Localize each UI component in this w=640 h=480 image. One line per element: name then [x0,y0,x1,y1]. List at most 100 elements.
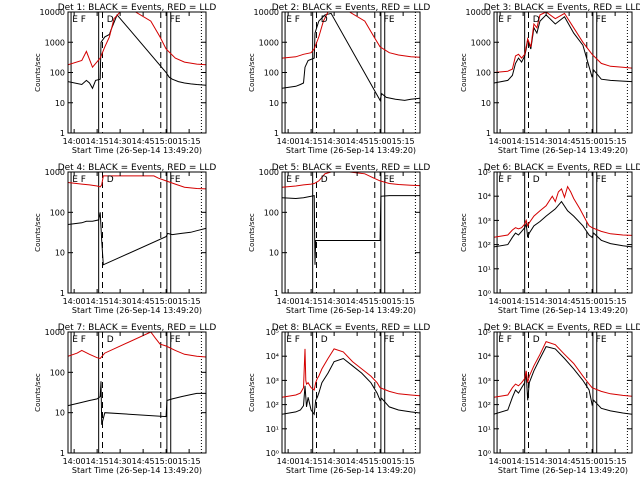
x-tick-label: 15:15 [178,137,201,146]
x-tick-label: 15:00 [581,457,604,466]
panel-title: Det 7: BLACK = Events, RED = LLD [58,323,217,333]
panel-det-6: 14:00 14:15 14:30 14:45 15:00 15:15 10⁰ 10¹ 10² 1… [460,163,640,315]
y-axis-label: Counts/sec [460,213,468,252]
x-tick-label: 14:15 [512,297,535,306]
x-tick-label: 14:45 [132,457,155,466]
y-tick-label: 100 [476,69,491,78]
y-tick-label: 10¹ [478,265,491,274]
y-tick-label: 1 [486,129,491,138]
y-tick-label: 10 [269,249,279,258]
panel-title: Det 1: BLACK = Events, RED = LLD [58,3,217,13]
x-tick-label: 15:00 [581,137,604,146]
flag-label: D [107,175,114,185]
y-tick-label: 1000 [45,168,65,177]
y-tick-label: 10⁰ [478,449,491,458]
y-tick-label: 10 [481,99,491,108]
y-tick-label: 10⁴ [266,352,279,361]
y-tick-label: 1000 [259,168,279,177]
series-group [68,175,206,266]
x-tick-label: 14:15 [300,297,323,306]
x-tick-label: 14:00 [63,457,86,466]
y-tick-label: 10 [55,249,65,258]
flag-label: D [321,15,328,25]
plot-frame [67,331,207,454]
x-tick-label: 14:00 [277,137,300,146]
y-tick-label: 1000 [45,38,65,47]
y-axis-label: Counts/sec [460,373,468,412]
flag-label: D [321,335,328,345]
x-tick-label: 14:00 [489,457,512,466]
plot-frame [493,331,633,454]
x-tick-label: 14:30 [535,297,558,306]
flag-label: F [295,335,300,345]
flag-label: E [286,175,292,185]
flag-label: FE [384,175,395,185]
x-tick-label: 15:00 [369,137,392,146]
series-group [282,348,420,416]
x-tick-label: 14:00 [63,297,86,306]
y-tick-label: 10² [478,401,491,410]
x-tick-label: 15:15 [604,457,627,466]
plot-frame [493,171,633,294]
flag-label: D [321,175,328,185]
plot-frame [281,331,421,454]
flag-label: D [533,335,540,345]
x-tick-label: 14:00 [277,457,300,466]
y-axis-label: Counts/sec [460,53,468,92]
y-tick-label: 10³ [478,376,491,385]
y-tick-label: 10⁰ [478,289,491,298]
y-tick-label: 1 [60,129,65,138]
y-tick-label: 10 [55,99,65,108]
x-axis-label: Start Time (26-Sep-14 13:49:20) [72,146,202,155]
x-tick-label: 14:30 [535,137,558,146]
x-tick-label: 14:30 [323,137,346,146]
x-tick-label: 14:30 [323,297,346,306]
x-tick-label: 14:45 [346,297,369,306]
flag-label: FE [170,175,181,185]
panel-det-1: 14:00 14:15 14:30 14:45 15:00 15:15 1 10 100 1000… [34,3,216,155]
series-lld-line [282,172,420,188]
y-axis-label: Counts/sec [34,213,42,252]
series-group [282,172,420,265]
x-axis-label: Start Time (26-Sep-14 13:49:20) [498,466,628,475]
x-tick-label: 14:15 [512,457,535,466]
x-tick-label: 15:00 [155,297,178,306]
y-axis-label: Counts/sec [248,373,256,412]
x-tick-label: 14:45 [346,457,369,466]
x-tick-label: 15:15 [392,297,415,306]
panel-title: Det 3: BLACK = Events, RED = LLD [484,3,640,13]
panel-det-7: 14:00 14:15 14:30 14:45 15:00 15:15 1 10 100 1000… [34,323,216,475]
plot-frame [281,171,421,294]
y-tick-label: 1000 [259,38,279,47]
series-lld-line [68,12,206,69]
panel-det-2: 14:00 14:15 14:30 14:45 15:00 15:15 1 10 100 1000… [248,3,430,155]
x-axis-label: Start Time (26-Sep-14 13:49:20) [286,146,416,155]
panel-title: Det 5: BLACK = Events, RED = LLD [272,163,431,173]
x-tick-label: 14:30 [109,137,132,146]
flag-label: FE [170,15,181,25]
series-lld-line [494,185,632,238]
flag-label: E [286,15,292,25]
y-tick-label: 10⁴ [478,192,491,201]
panel-det-8: 14:00 14:15 14:30 14:45 15:00 15:15 10⁰ 10¹ 10² 1… [248,323,430,475]
series-lld-line [282,348,420,398]
x-tick-label: 15:00 [581,297,604,306]
x-tick-label: 14:00 [489,137,512,146]
y-tick-label: 10 [55,409,65,418]
series-events-line [282,194,420,265]
y-tick-label: 10 [269,99,279,108]
y-tick-label: 10² [266,401,279,410]
x-tick-label: 14:15 [300,457,323,466]
y-tick-label: 10⁵ [478,168,491,177]
flag-label: E [72,15,78,25]
x-tick-label: 14:15 [512,137,535,146]
x-tick-label: 15:15 [392,137,415,146]
x-tick-label: 14:15 [86,297,109,306]
series-lld-line [68,175,206,190]
y-axis-label: Counts/sec [34,53,42,92]
x-tick-label: 14:45 [346,137,369,146]
x-tick-label: 15:15 [178,457,201,466]
panel-title: Det 6: BLACK = Events, RED = LLD [484,163,640,173]
series-events-line [282,12,420,102]
panel-det-5: 14:00 14:15 14:30 14:45 15:00 15:15 1 10 100 1000… [248,163,430,315]
